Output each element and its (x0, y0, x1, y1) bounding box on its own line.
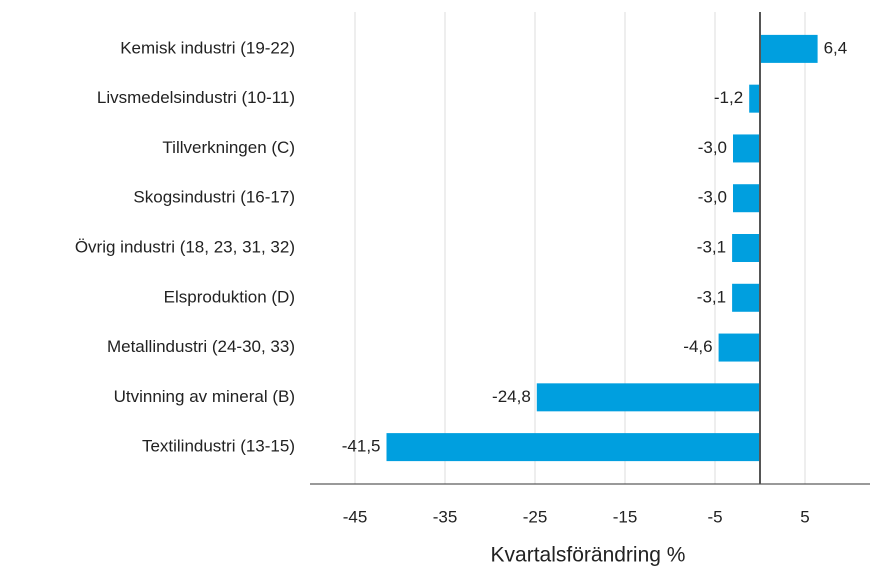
bar (760, 34, 818, 63)
value-label: -3,0 (698, 138, 727, 157)
y-tick-label: Övrig industri (18, 23, 31, 32) (75, 237, 295, 256)
x-tick-label: -15 (613, 507, 638, 526)
y-tick-label: Tillverkningen (C) (162, 138, 295, 157)
value-label: -3,0 (698, 188, 727, 207)
bar (386, 433, 760, 462)
y-tick-label: Textilindustri (13-15) (142, 437, 295, 456)
bar (749, 84, 760, 113)
bar (732, 283, 760, 312)
value-label: -41,5 (342, 437, 381, 456)
x-tick-label: -45 (343, 507, 368, 526)
y-tick-label: Livsmedelsindustri (10-11) (97, 88, 295, 107)
y-tick-label: Elsproduktion (D) (164, 287, 295, 306)
bar (733, 134, 760, 163)
bar (733, 184, 760, 213)
value-label: 6,4 (824, 38, 848, 57)
x-tick-label: -25 (523, 507, 548, 526)
y-tick-label: Skogsindustri (16-17) (133, 188, 295, 207)
y-tick-label: Metallindustri (24-30, 33) (107, 337, 295, 356)
bar (732, 234, 760, 262)
x-tick-label: 5 (800, 507, 809, 526)
value-label: -3,1 (697, 237, 726, 256)
value-label: -4,6 (683, 337, 712, 356)
x-tick-label: -5 (707, 507, 722, 526)
value-label: -24,8 (492, 387, 531, 406)
x-tick-label: -35 (433, 507, 458, 526)
value-label: -1,2 (714, 88, 743, 107)
x-axis-title: Kvartalsförändring % (491, 544, 686, 567)
y-tick-label: Kemisk industri (19-22) (120, 38, 295, 57)
bar (718, 333, 760, 362)
value-label: -3,1 (697, 287, 726, 306)
bar (536, 383, 760, 412)
y-tick-label: Utvinning av mineral (B) (114, 387, 295, 406)
